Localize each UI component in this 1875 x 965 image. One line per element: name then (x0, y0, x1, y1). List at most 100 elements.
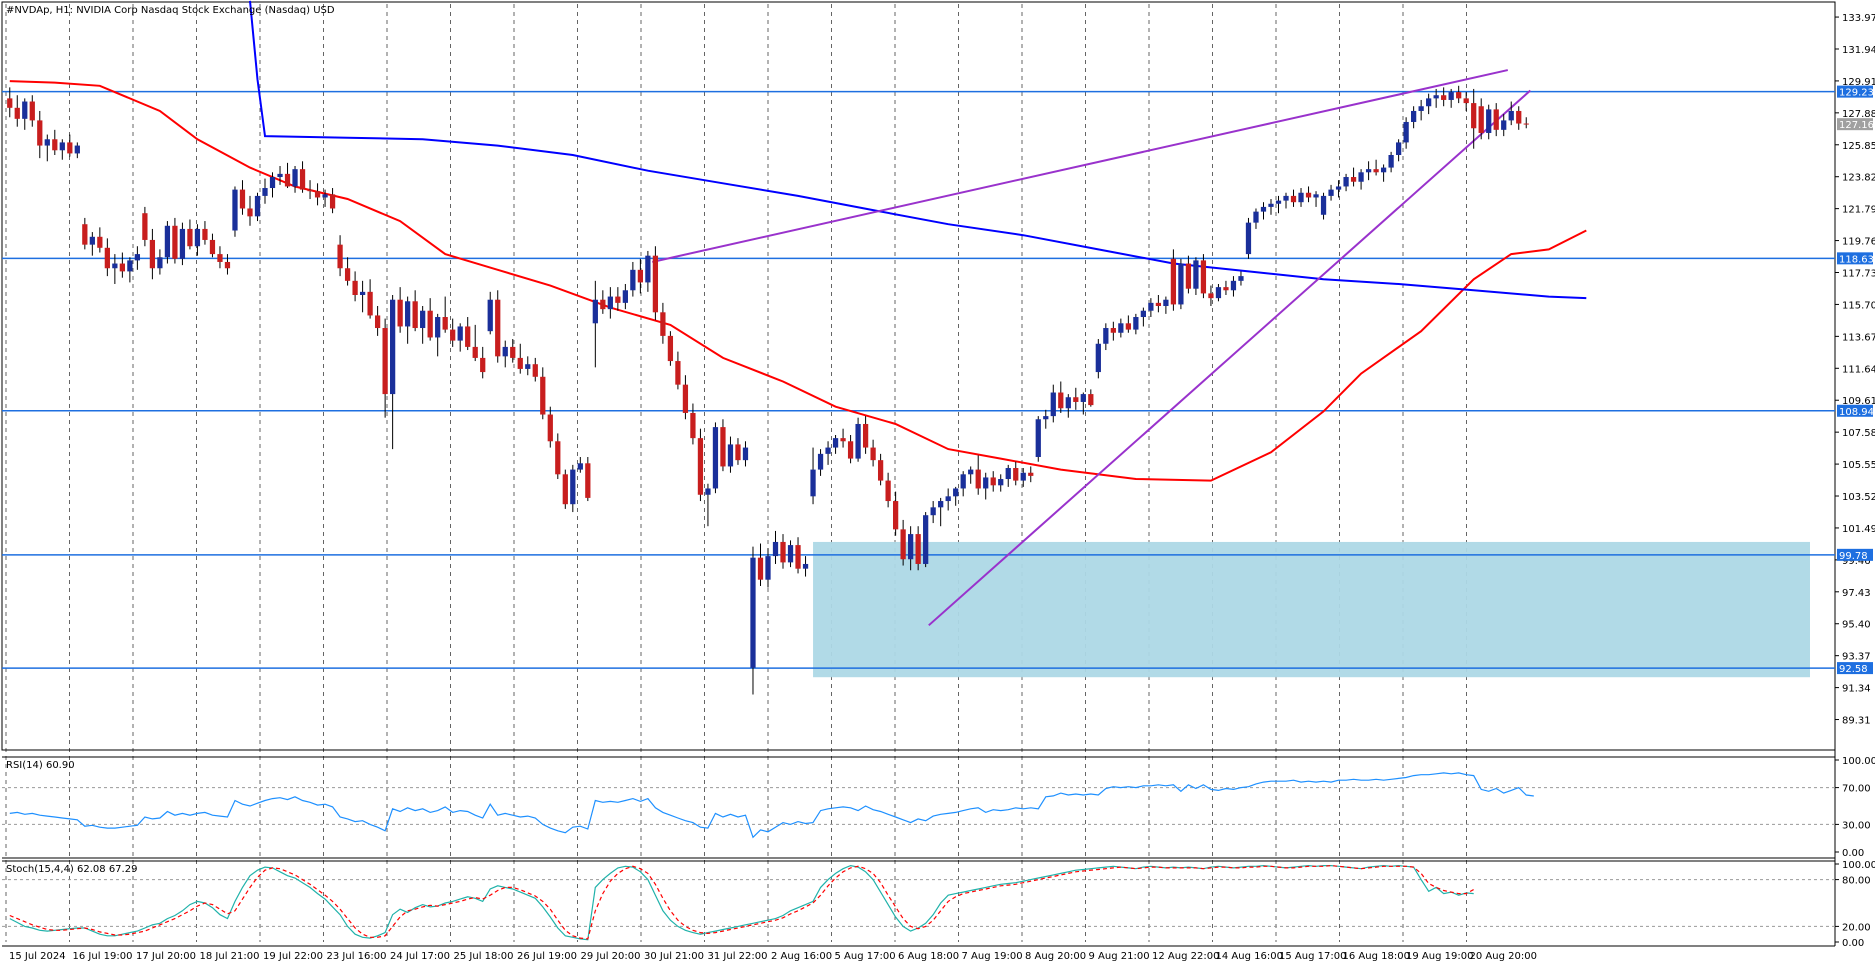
candle-body (1418, 106, 1424, 111)
candle-body (968, 469, 974, 475)
candle-body (817, 453, 824, 470)
candle-body (1133, 317, 1139, 330)
price-tick-label: 97.43 (1842, 588, 1871, 599)
support-zone-layer (813, 541, 1810, 678)
trendline (928, 89, 1531, 627)
candle-body (1058, 392, 1064, 409)
candle-body (637, 269, 644, 283)
time-label: 20 Aug 20:00 (1470, 951, 1537, 962)
candle-body (157, 257, 163, 269)
time-label: 31 Jul 22:00 (708, 951, 768, 962)
current-price-badge (1837, 118, 1873, 131)
candle-body (269, 177, 276, 189)
candle-body (1283, 195, 1289, 201)
candle-body (1516, 110, 1522, 124)
candle-body (998, 479, 1004, 486)
candle-body (570, 469, 576, 505)
candle-body (247, 208, 253, 217)
candle-body (1463, 98, 1469, 104)
candle-body (1103, 328, 1109, 344)
candle-body (735, 444, 741, 461)
candle-body (750, 557, 756, 668)
candle-body (82, 224, 88, 245)
candle-body (187, 228, 193, 247)
candle-body (532, 364, 538, 377)
candle-body (442, 317, 448, 330)
candle-body (607, 296, 613, 310)
time-label: 6 Aug 18:00 (898, 951, 959, 962)
candle-body (675, 361, 681, 385)
candle-body (502, 346, 508, 357)
stoch-title: Stoch(15,4,4) 62.08 67.29 (6, 864, 137, 875)
candle-body (1486, 109, 1492, 133)
candle-body (1523, 123, 1529, 125)
price-tick-label: 99.46 (1842, 556, 1871, 567)
candle-body (562, 474, 568, 505)
candle-body (1178, 263, 1184, 305)
price-tick-label: 111.64 (1842, 364, 1875, 375)
candle-body (1395, 142, 1402, 156)
price-tick-label: 103.52 (1842, 492, 1875, 503)
candle-body (1426, 98, 1432, 107)
candle-body (727, 444, 734, 467)
candle-body (525, 364, 531, 369)
candle-body (945, 496, 951, 502)
moving-averages-layer (9, 0, 1587, 482)
candle-body (1298, 192, 1304, 203)
candle-body (307, 189, 313, 192)
candle-body (772, 541, 779, 557)
candle-body (1268, 203, 1274, 207)
candle-body (915, 534, 921, 564)
moving-average-1 (9, 80, 1587, 482)
candle-body (1080, 394, 1086, 402)
candle-body (1501, 120, 1507, 130)
candle-body (97, 236, 103, 248)
time-label: 25 Jul 18:00 (454, 951, 514, 962)
candle-body (172, 225, 178, 259)
candle-body (1148, 302, 1154, 311)
rsi-title: RSI(14) 60.90 (6, 760, 75, 771)
candle-body (1328, 189, 1334, 196)
candle-body (179, 228, 186, 259)
candle-body (1238, 276, 1244, 281)
candle-body (1343, 177, 1349, 187)
candle-body (938, 501, 944, 508)
time-label: 9 Aug 21:00 (1089, 951, 1150, 962)
candle-body (1350, 177, 1357, 182)
candle-body (359, 291, 366, 295)
candle-body (104, 247, 110, 269)
candle-body (29, 101, 35, 121)
candle-body (547, 414, 553, 442)
candle-body (630, 269, 636, 291)
candle-body (472, 346, 478, 358)
time-label: 2 Aug 16:00 (771, 951, 832, 962)
candle-body (112, 263, 118, 269)
horizontal-levels-layer (2, 90, 1835, 669)
candle-body (239, 189, 246, 209)
candle-body (374, 315, 381, 329)
price-tick-label: 109.61 (1842, 396, 1875, 407)
candle-body (1140, 310, 1146, 318)
candle-body (1441, 95, 1447, 100)
candle-body (1193, 260, 1199, 289)
level-badge-label: 108.94 (1839, 407, 1874, 418)
candle-body (1448, 92, 1454, 100)
time-label: 23 Jul 16:00 (327, 951, 387, 962)
candle-body (22, 101, 28, 119)
candle-body (142, 213, 148, 240)
candle-body (284, 173, 291, 187)
candle-body (705, 488, 711, 495)
level-badge (1837, 404, 1873, 417)
indicator-tick-label: 70.00 (1842, 784, 1871, 795)
candle-body (1358, 172, 1364, 182)
candle-body (1170, 258, 1177, 305)
candle-body (1223, 287, 1229, 291)
indicator-line (9, 772, 1534, 839)
candle-body (1088, 394, 1094, 406)
candle-body (832, 438, 839, 448)
candle-body (495, 299, 501, 357)
candle-body (1335, 186, 1342, 190)
time-axis-labels: 15 Jul 2024 16 Jul 19:00 17 Jul 20:00 18 Ju… (9, 951, 1537, 962)
candle-body (480, 357, 486, 373)
